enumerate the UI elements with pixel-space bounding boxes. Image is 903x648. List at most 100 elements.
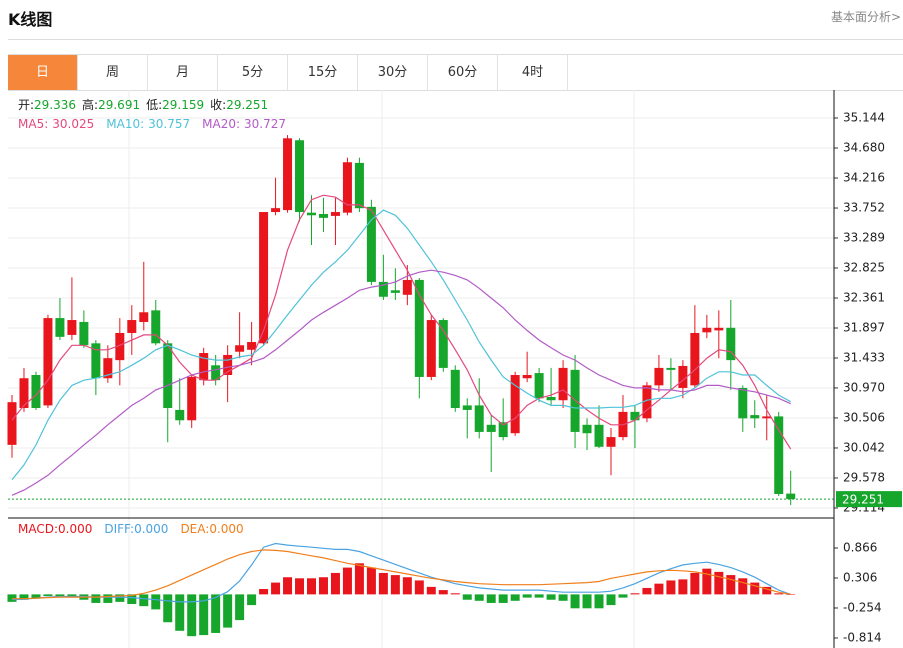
macd-bar: [211, 594, 221, 633]
candle-body: [19, 378, 29, 408]
candle-body: [558, 367, 568, 401]
macd-bar: [498, 594, 508, 603]
macd-line: [11, 542, 791, 603]
macd-bar: [654, 583, 664, 595]
macd-bar: [342, 567, 352, 595]
macd-bar: [510, 594, 520, 601]
candle-body: [462, 405, 472, 410]
candle-body: [43, 318, 53, 406]
macd-bar: [43, 594, 53, 596]
legend-name: DEA:: [180, 522, 209, 536]
candle-body: [498, 422, 508, 438]
ma-legend: MA5: 30.025 MA10: 30.757 MA20: 30.727: [18, 117, 286, 131]
macd-bar: [618, 594, 628, 598]
macd-bar: [127, 594, 137, 605]
macd-bar: [558, 594, 568, 601]
period-tab[interactable]: 4时: [498, 55, 568, 90]
candle-body: [654, 367, 664, 386]
macd-bar: [486, 594, 496, 603]
candle-body: [235, 345, 245, 352]
candle-body: [295, 140, 305, 213]
ohlc-label: 高:: [82, 97, 98, 112]
candle-body: [750, 415, 760, 419]
candle-body: [67, 320, 77, 335]
candle-body: [606, 437, 616, 447]
macd-bar: [115, 594, 125, 602]
macd-bar: [187, 594, 197, 637]
macd-bar: [354, 563, 364, 595]
y-tick-label: 31.433: [843, 351, 885, 365]
macd-bar: [390, 575, 400, 595]
period-tab[interactable]: 15分: [288, 55, 358, 90]
candle-body: [247, 342, 257, 350]
macd-bar: [307, 578, 316, 595]
legend-value: 0.000: [134, 522, 168, 536]
candle-body: [486, 424, 496, 432]
candle-body: [786, 493, 796, 500]
candle-body: [414, 279, 424, 377]
fundamental-link[interactable]: 基本面分析>: [830, 10, 901, 24]
candle-body: [151, 310, 161, 344]
candle-body: [474, 405, 484, 432]
candle-body: [390, 290, 400, 293]
candle-body: [402, 279, 412, 295]
legend-name: MA20:: [202, 117, 240, 131]
period-tab[interactable]: 60分: [428, 55, 498, 90]
macd-bar: [666, 580, 676, 595]
candle-body: [187, 376, 197, 421]
macd-bar: [582, 594, 592, 609]
candle-body: [342, 162, 352, 213]
candle-body: [115, 332, 125, 361]
macd-bar: [139, 594, 149, 607]
macd-bar: [438, 590, 448, 595]
legend-name: MA10:: [106, 117, 144, 131]
last-price-tag: [836, 491, 902, 508]
y-tick-label: 30.970: [843, 380, 885, 394]
candle-body: [726, 327, 736, 361]
candle-body: [259, 212, 269, 344]
macd-bar: [726, 575, 736, 595]
candle-body: [307, 212, 316, 216]
candle-body: [175, 409, 185, 421]
candle-body: [426, 320, 436, 377]
macd-bar: [570, 594, 580, 609]
candle-body: [690, 332, 700, 386]
period-tab[interactable]: 月: [148, 55, 218, 90]
y-tick-label: 0.866: [843, 540, 877, 554]
period-tab[interactable]: 30分: [358, 55, 428, 90]
y-tick-label: 34.216: [843, 171, 885, 185]
ohlc-legend: 开:29.336 高:29.691 低:29.159 收:29.251: [18, 97, 268, 112]
candle-body: [678, 365, 688, 388]
macd-bar: [690, 572, 700, 595]
candle-body: [283, 138, 293, 211]
macd-bar: [163, 594, 173, 623]
y-tick-label: -0.254: [843, 600, 882, 614]
period-tab[interactable]: 日: [8, 55, 78, 90]
candle-body: [127, 320, 137, 333]
candle-body: [31, 375, 41, 408]
period-tab[interactable]: 5分: [218, 55, 288, 90]
period-tab[interactable]: 周: [78, 55, 148, 90]
candle-body: [211, 365, 221, 381]
macd-line: [12, 549, 791, 600]
y-tick-label: 34.680: [843, 141, 885, 155]
candle-body: [199, 353, 209, 381]
macd-bar: [259, 589, 269, 595]
candle-body: [366, 206, 376, 282]
legend-value: 30.727: [244, 117, 286, 131]
macd-bar: [642, 587, 652, 595]
macd-bar: [702, 568, 712, 595]
legend-value: 0.000: [209, 522, 243, 536]
candle-body: [318, 213, 328, 218]
candle-body: [522, 375, 532, 379]
macd-bar: [55, 594, 65, 598]
macd-bar: [786, 594, 796, 595]
candle-body: [642, 385, 652, 419]
y-tick-label: 30.042: [843, 440, 885, 454]
candle-body: [163, 343, 173, 408]
macd-bar: [175, 594, 185, 631]
macd-bar: [19, 594, 29, 600]
candle-body: [223, 354, 233, 376]
